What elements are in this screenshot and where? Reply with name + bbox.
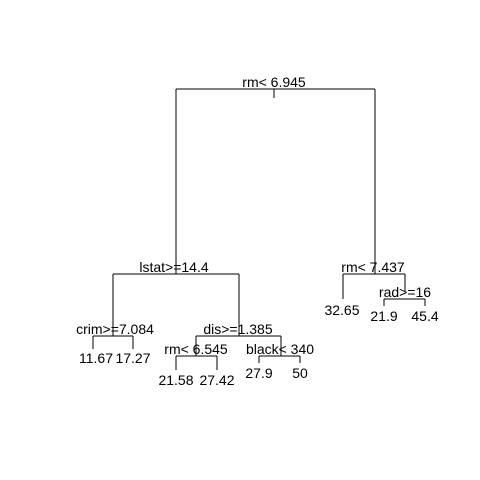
leaf-value-rad-right: 45.4 (411, 308, 438, 324)
leaf-value-rm-mid-right: 27.42 (199, 372, 234, 388)
split-label-rad: rad>=16 (379, 284, 431, 300)
leaf-value-crim-left: 11.67 (79, 350, 113, 366)
split-label-black: black< 340 (246, 341, 314, 357)
leaf-value-black-left: 27.9 (245, 365, 272, 381)
leaf-value-rm-mid-left: 21.58 (158, 372, 193, 388)
leaf-value-rm-right-left: 32.65 (324, 302, 359, 318)
leaf-value-rad-left: 21.9 (370, 308, 397, 324)
split-label-crim: crim>=7.084 (76, 321, 154, 337)
split-label-dis: dis>=1.385 (203, 321, 272, 337)
leaf-value-crim-right: 17.27 (115, 350, 150, 366)
split-label-lstat: lstat>=14.4 (139, 259, 208, 275)
split-label-rm-mid: rm< 6.545 (164, 341, 228, 357)
leaf-value-black-right: 50 (292, 365, 308, 381)
split-label-rm-right: rm< 7.437 (341, 259, 405, 275)
split-label-root: rm< 6.945 (242, 74, 306, 90)
